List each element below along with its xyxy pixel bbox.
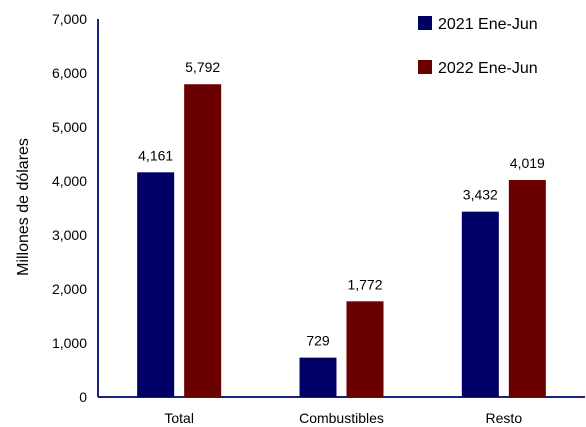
data-label: 1,772 <box>347 276 382 292</box>
data-labels: 4,161 5,792 729 1,772 3,432 4,019 <box>138 59 545 348</box>
legend: 2021 Ene-Jun 2022 Ene-Jun <box>418 16 538 77</box>
category-labels: Total Combustibles Resto <box>164 410 522 426</box>
y-axis-ticks: 0 1,000 2,000 3,000 4,000 5,000 6,000 7,000 <box>52 11 87 405</box>
y-tick-label: 0 <box>79 389 87 405</box>
data-label: 4,019 <box>510 155 545 171</box>
y-tick-label: 7,000 <box>52 11 87 27</box>
bar <box>461 211 499 397</box>
y-axis-title: Millones de dólares <box>15 138 32 276</box>
bar <box>346 301 384 397</box>
legend-swatch <box>418 16 432 30</box>
data-label: 729 <box>306 333 330 349</box>
bar <box>508 179 546 397</box>
y-tick-label: 5,000 <box>52 119 87 135</box>
bar <box>137 172 175 397</box>
bar <box>299 357 337 397</box>
category-label: Resto <box>486 410 523 426</box>
category-label: Total <box>164 410 194 426</box>
data-label: 5,792 <box>185 59 220 75</box>
bar <box>184 84 222 398</box>
y-tick-label: 2,000 <box>52 281 87 297</box>
data-label: 3,432 <box>463 187 498 203</box>
legend-swatch <box>418 60 432 74</box>
y-tick-label: 3,000 <box>52 227 87 243</box>
y-tick-label: 4,000 <box>52 173 87 189</box>
legend-label: 2022 Ene-Jun <box>438 60 538 77</box>
y-tick-label: 6,000 <box>52 65 87 81</box>
y-tick-label: 1,000 <box>52 335 87 351</box>
legend-label: 2021 Ene-Jun <box>438 16 538 33</box>
category-label: Combustibles <box>299 410 384 426</box>
data-label: 4,161 <box>138 147 173 163</box>
bars <box>137 84 546 398</box>
